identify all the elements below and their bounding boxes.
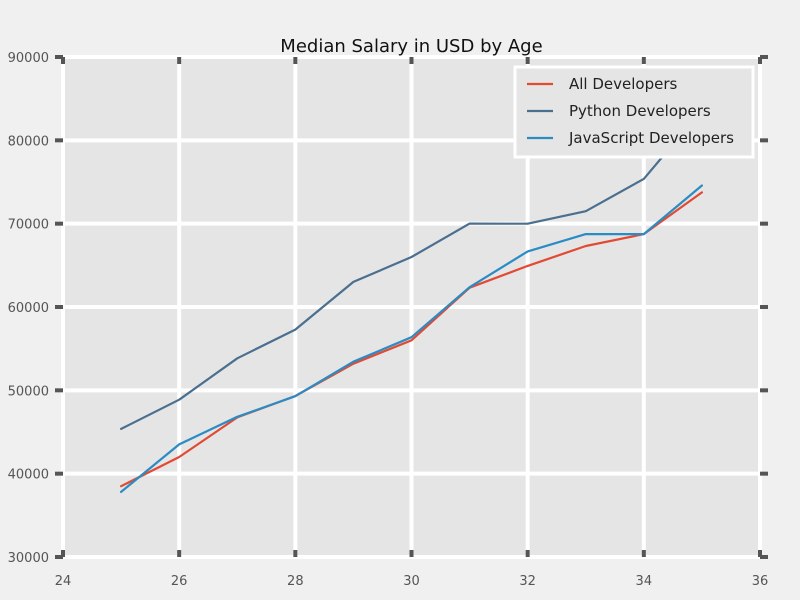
x-tick-label: 28 xyxy=(287,574,304,589)
legend-label: JavaScript Developers xyxy=(568,129,734,147)
axis-ticks: 24 26 28 30 32 34 36 30000 40000 50000 60000 70000 8… xyxy=(8,51,769,589)
y-tick-label: 70000 xyxy=(8,218,49,233)
series-lines xyxy=(119,108,704,493)
chart-title: Median Salary in USD by Age xyxy=(280,36,542,57)
legend-box xyxy=(513,65,755,159)
y-tick-label: 90000 xyxy=(8,51,49,66)
legend-label: All Developers xyxy=(569,75,678,93)
x-tick-label: 36 xyxy=(752,574,769,589)
series-line-3 xyxy=(119,184,704,493)
y-tick-label: 60000 xyxy=(8,301,49,316)
x-tick-label: 34 xyxy=(636,574,653,589)
x-tick-label: 24 xyxy=(55,574,72,589)
y-tick-label: 80000 xyxy=(8,134,49,149)
series-line-1 xyxy=(119,191,704,488)
series-line-2 xyxy=(119,108,704,430)
y-tick-label: 40000 xyxy=(8,468,49,483)
y-tick-label: 30000 xyxy=(8,551,49,566)
legend-label: Python Developers xyxy=(569,102,711,120)
x-tick-label: 32 xyxy=(519,574,536,589)
y-tick-label: 50000 xyxy=(8,384,49,399)
legend: All Developers Python Developers JavaScrip… xyxy=(513,65,755,159)
x-tick-label: 26 xyxy=(171,574,188,589)
x-tick-label: 30 xyxy=(403,574,420,589)
